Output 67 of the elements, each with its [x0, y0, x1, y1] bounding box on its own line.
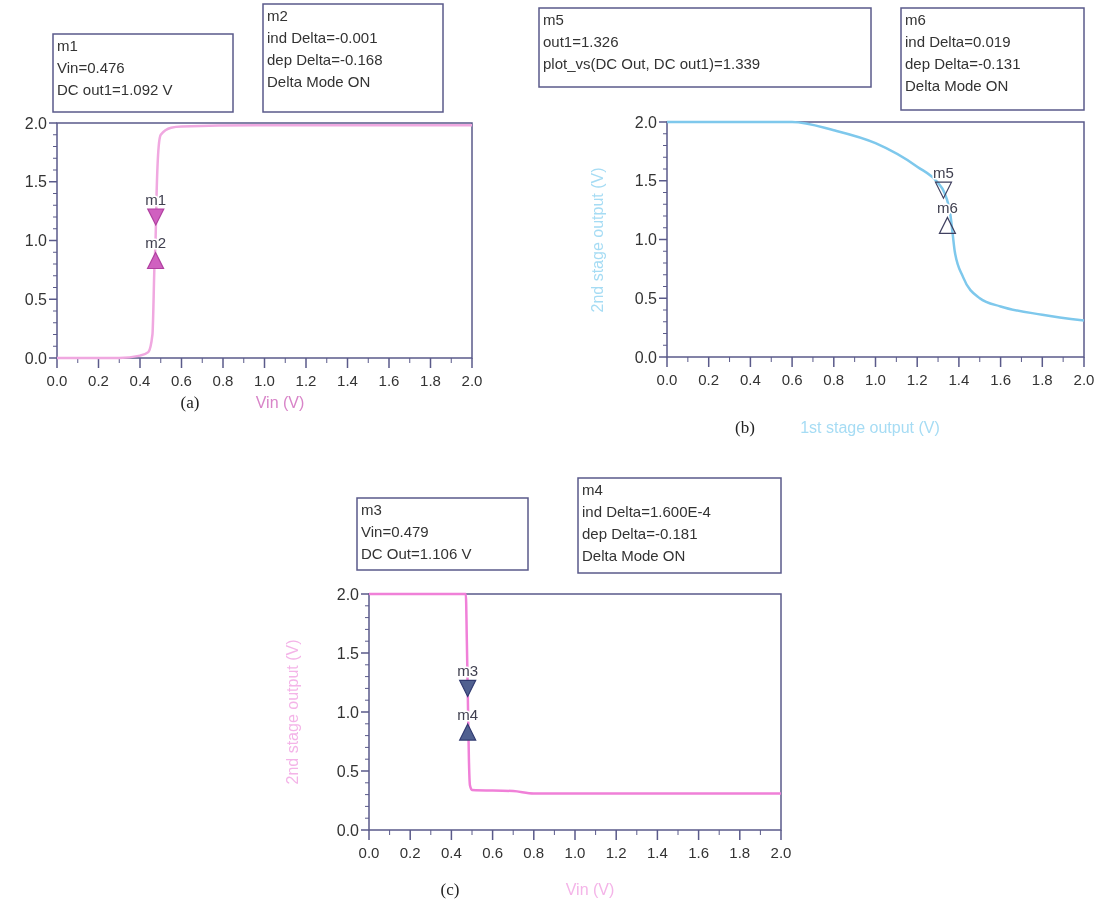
x-tick-label: 2.0	[770, 844, 792, 861]
x-tick-label: 2.0	[1073, 371, 1095, 388]
y-tick-label: 0.0	[634, 348, 658, 366]
y-axis-title: 2nd stage output (V)	[284, 639, 301, 785]
line-series	[665, 120, 1086, 322]
x-tick-label: 1.6	[990, 371, 1012, 388]
text: m5 out1=1.326 plot_vs(DC Out, DC out1)=1.339	[543, 11, 761, 72]
x-tick-label: 0.0	[656, 371, 678, 388]
y-tick-label: 1.5	[336, 644, 360, 662]
y-axis-title: 2nd stage output (V)	[589, 167, 606, 313]
x-tick-label: 0.8	[212, 372, 234, 389]
y-tick-label: 1.0	[24, 232, 48, 250]
annotation: m5	[933, 164, 954, 182]
x-tick-label: 0.2	[399, 844, 421, 861]
x-tick-label: 1.0	[254, 372, 275, 389]
x-axis-title: 1st stage output (V)	[800, 419, 940, 436]
x-tick-label: 1.6	[688, 844, 710, 861]
x-tick-label: 1.8	[729, 844, 751, 861]
x-tick-label: 0.6	[482, 844, 504, 861]
x-tick-label: 0.8	[523, 844, 545, 861]
x-tick-label: 1.2	[295, 372, 317, 389]
x-axis-title: Vin (V)	[255, 394, 305, 411]
y-tick-label: 2.0	[24, 114, 48, 132]
x-tick-label: 1.4	[337, 372, 358, 389]
x-tick-label: 0.6	[781, 371, 803, 388]
y-tick-label: 1.5	[24, 173, 48, 191]
x-tick-label: 1.8	[1031, 371, 1053, 388]
y-tick-label: 0.0	[336, 821, 360, 839]
y-tick-label: 0.5	[634, 289, 658, 307]
x-axis-title: Vin (V)	[565, 881, 615, 898]
x-tick-label: 1.8	[420, 372, 441, 389]
x-tick-label: 0.8	[823, 371, 845, 388]
x-tick-label: 1.4	[948, 371, 970, 388]
text: m2 ind Delta=-0.001 dep Delta=-0.168 Delta Mode ON	[267, 7, 383, 90]
y-tick-label: 0.0	[24, 349, 48, 367]
x-tick-label: 1.0	[865, 371, 886, 388]
text: m4 ind Delta=1.600E-4 dep Delta=-0.181 Delta Mode ON	[582, 481, 711, 564]
x-tick-label: 1.4	[646, 844, 668, 861]
text: m1 Vin=0.476 DC out1=1.092 V	[57, 37, 173, 98]
x-tick-label: 0.2	[698, 371, 720, 388]
y-tick-label: 1.0	[634, 231, 658, 249]
x-tick-label: 1.2	[605, 844, 627, 861]
x-tick-label: 1.0	[564, 844, 586, 861]
line-series	[367, 592, 783, 795]
text: (a)	[180, 393, 200, 412]
text: (b)	[735, 418, 755, 437]
y-tick-label: 1.5	[634, 172, 658, 190]
x-tick-label: 1.2	[906, 371, 928, 388]
x-tick-label: 0.6	[171, 372, 192, 389]
y-tick-label: 2.0	[336, 585, 360, 603]
text: (c)	[440, 880, 460, 899]
text: m3 Vin=0.479 DC Out=1.106 V	[361, 501, 472, 562]
text: m6 ind Delta=0.019 dep Delta=-0.131 Delta Mode ON	[905, 11, 1021, 94]
y-tick-label: 0.5	[336, 762, 360, 780]
y-tick-label: 1.0	[336, 703, 360, 721]
x-tick-label: 0.4	[440, 844, 462, 861]
annotation: m1	[145, 191, 167, 208]
x-tick-label: 1.6	[378, 372, 400, 389]
annotation: m2	[145, 234, 166, 252]
x-tick-label: 0.0	[358, 844, 380, 861]
x-tick-label: 0.4	[129, 372, 151, 389]
y-tick-label: 0.5	[24, 290, 48, 308]
y-tick-label: 2.0	[634, 113, 658, 131]
x-tick-label: 0.2	[88, 372, 109, 389]
x-tick-label: 0.0	[46, 372, 68, 389]
x-tick-label: 0.4	[739, 371, 761, 388]
x-tick-label: 2.0	[461, 372, 483, 389]
